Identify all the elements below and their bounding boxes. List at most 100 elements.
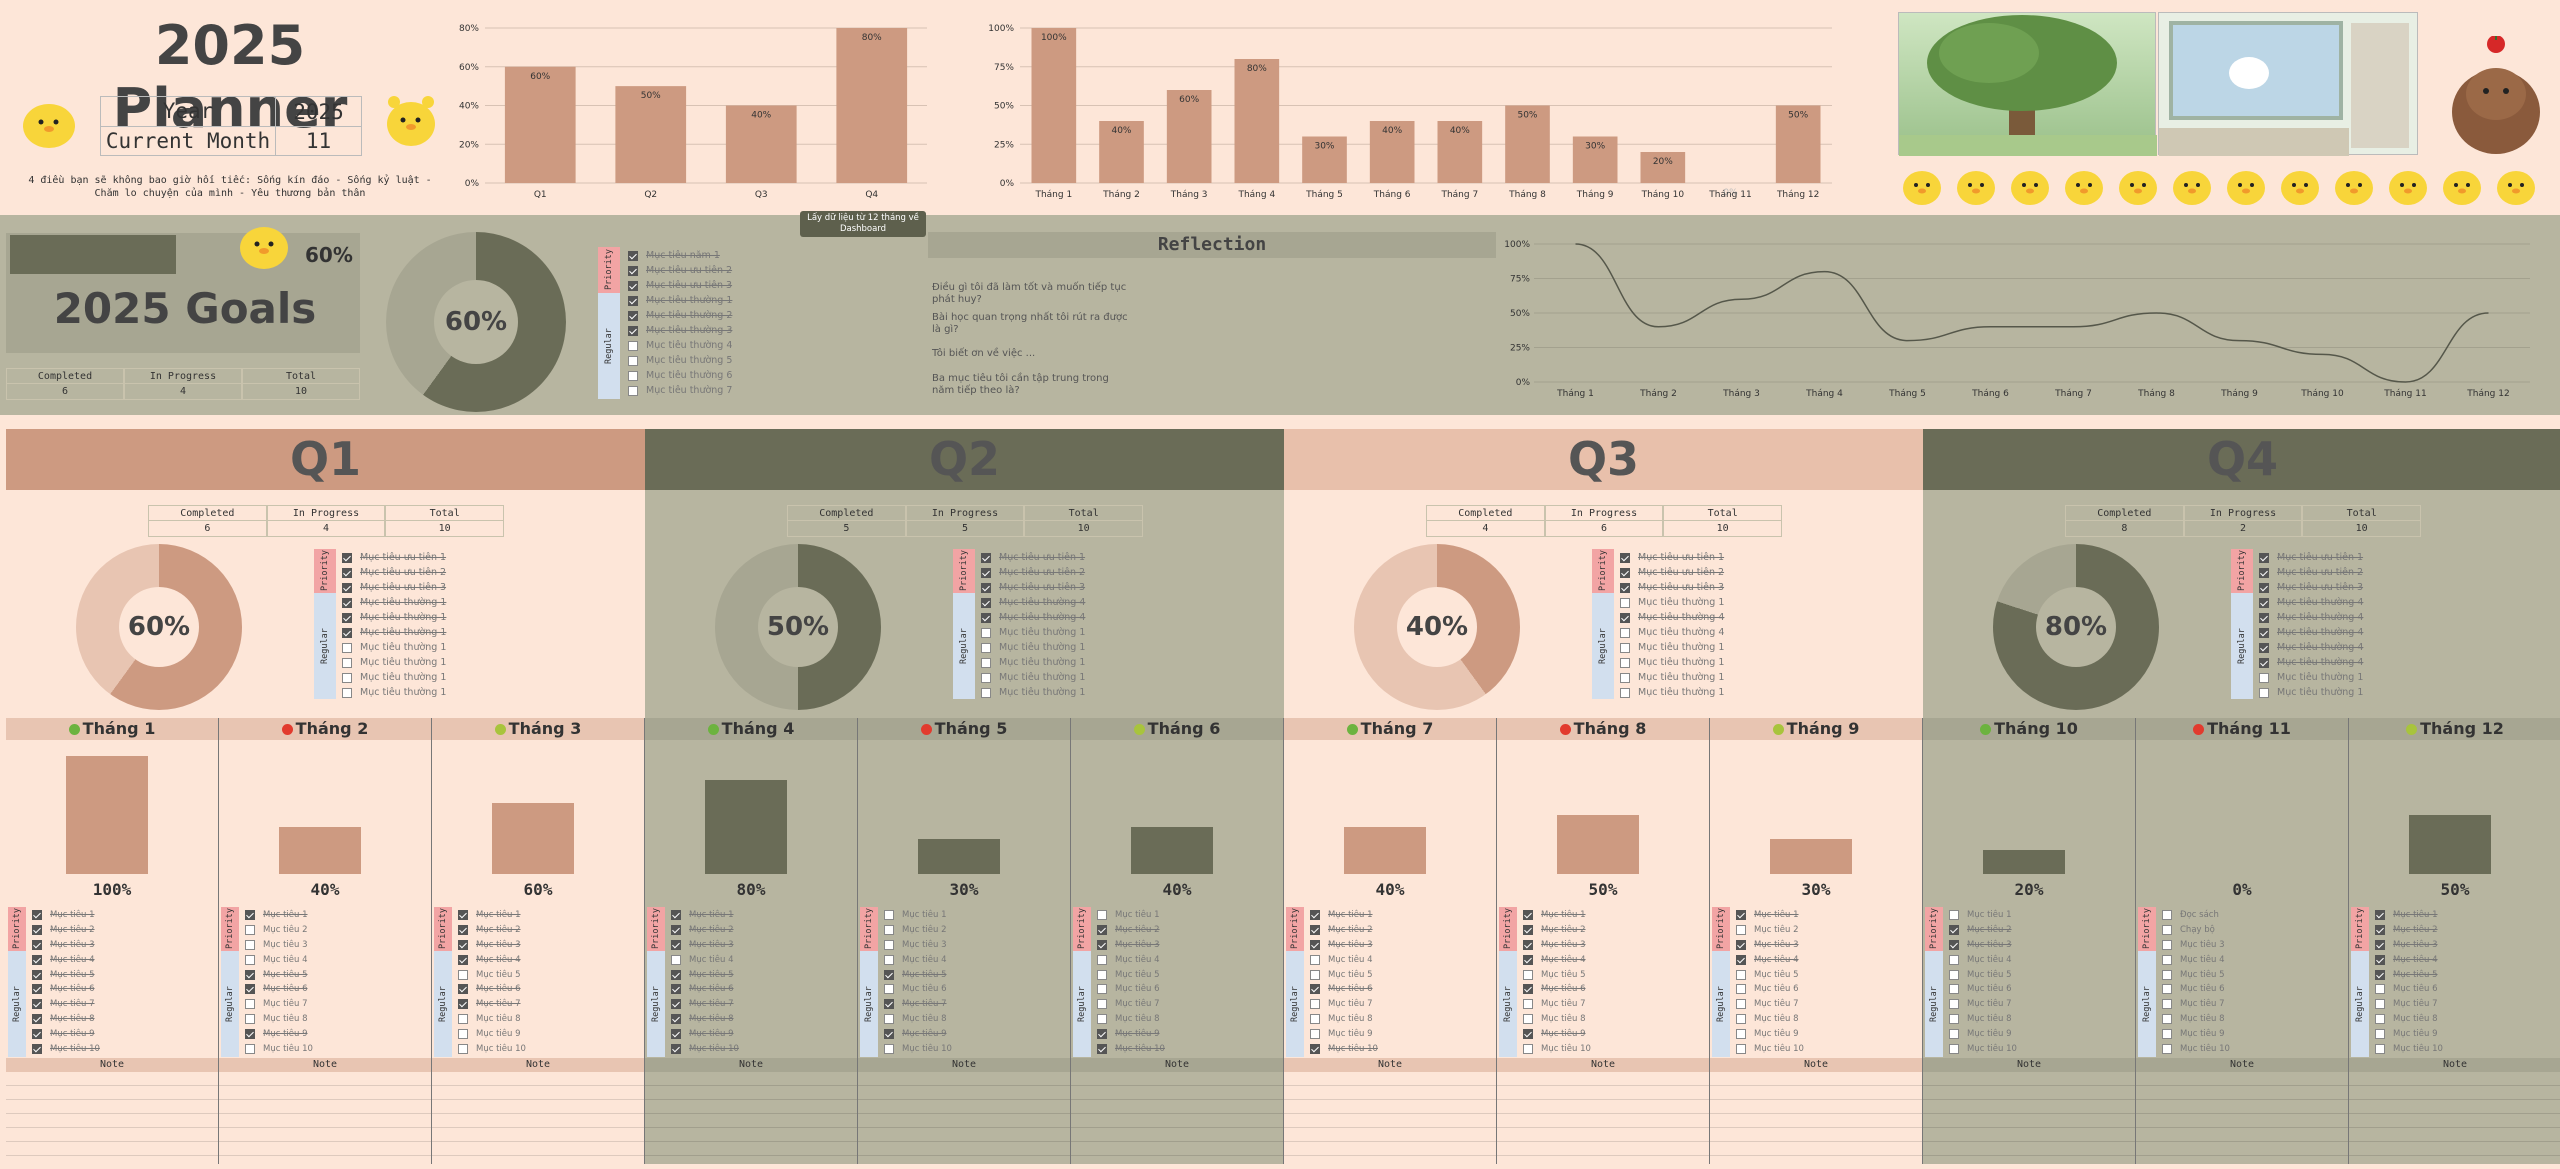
checkbox[interactable] [342, 627, 352, 638]
checkbox[interactable] [1736, 954, 1746, 965]
checkbox[interactable] [628, 310, 638, 321]
checkbox[interactable] [981, 552, 991, 563]
checklist-item[interactable]: Mục tiêu 5 [2162, 967, 2342, 982]
checklist-item[interactable]: Mục tiêu 5 [458, 967, 638, 982]
checkbox[interactable] [1310, 1043, 1320, 1054]
checklist-item[interactable]: Mục tiêu 10 [2162, 1041, 2342, 1056]
year-value[interactable]: 2025 [293, 99, 344, 124]
checkbox[interactable] [1736, 984, 1746, 995]
checklist-item[interactable]: Mục tiêu 10 [2375, 1041, 2555, 1056]
checklist-item[interactable]: Mục tiêu 8 [1310, 1012, 1490, 1027]
checkbox[interactable] [1523, 984, 1533, 995]
checkbox[interactable] [1523, 969, 1533, 980]
checklist-item[interactable]: Mục tiêu thường 4 [2259, 610, 2539, 625]
checklist-item[interactable]: Mục tiêu 5 [2375, 967, 2555, 982]
checkbox[interactable] [884, 999, 894, 1010]
checkbox[interactable] [1620, 687, 1630, 698]
checkbox[interactable] [2375, 1043, 2385, 1054]
checkbox[interactable] [671, 954, 681, 965]
checklist-item[interactable]: Mục tiêu 1 [1736, 908, 1916, 923]
checkbox[interactable] [1949, 939, 1959, 950]
checkbox[interactable] [671, 969, 681, 980]
checklist-item[interactable]: Mục tiêu ưu tiên 3 [342, 580, 622, 595]
checklist-item[interactable]: Mục tiêu thường 4 [981, 595, 1261, 610]
checklist-item[interactable]: Mục tiêu 7 [1097, 997, 1277, 1012]
checkbox[interactable] [1523, 1013, 1533, 1024]
checkbox[interactable] [342, 657, 352, 668]
checklist-item[interactable]: Mục tiêu 9 [32, 1026, 212, 1041]
checklist-item[interactable]: Mục tiêu 4 [458, 952, 638, 967]
checklist-item[interactable]: Mục tiêu thường 1 [981, 625, 1261, 640]
checkbox[interactable] [32, 939, 42, 950]
checkbox[interactable] [245, 984, 255, 995]
checklist-item[interactable]: Mục tiêu 7 [245, 997, 425, 1012]
checkbox[interactable] [1620, 567, 1630, 578]
checkbox[interactable] [884, 1028, 894, 1039]
checklist-item[interactable]: Mục tiêu thường 1 [342, 640, 622, 655]
checkbox[interactable] [2162, 969, 2172, 980]
checkbox[interactable] [628, 280, 638, 291]
checklist-item[interactable]: Mục tiêu 5 [1097, 967, 1277, 982]
checkbox[interactable] [1097, 999, 1107, 1010]
note-lines[interactable] [219, 1072, 431, 1164]
checklist-item[interactable]: Mục tiêu 6 [884, 982, 1064, 997]
checklist-item[interactable]: Mục tiêu 10 [1949, 1041, 2129, 1056]
checkbox[interactable] [458, 1013, 468, 1024]
checkbox[interactable] [1949, 984, 1959, 995]
checklist-item[interactable]: Mục tiêu 5 [884, 967, 1064, 982]
checklist-item[interactable]: Mục tiêu 9 [671, 1026, 851, 1041]
checkbox[interactable] [981, 642, 991, 653]
checklist-item[interactable]: Mục tiêu thường 2 [628, 308, 928, 323]
checkbox[interactable] [245, 910, 255, 921]
checkbox[interactable] [981, 567, 991, 578]
checklist-item[interactable]: Mục tiêu 6 [32, 982, 212, 997]
checklist-item[interactable]: Mục tiêu 3 [1310, 938, 1490, 953]
checklist-item[interactable]: Mục tiêu 5 [671, 967, 851, 982]
checklist-item[interactable]: Mục tiêu 1 [245, 908, 425, 923]
checkbox[interactable] [671, 1028, 681, 1039]
checklist-item[interactable]: Mục tiêu 2 [884, 923, 1064, 938]
checklist-item[interactable]: Mục tiêu 1 [1310, 908, 1490, 923]
checkbox[interactable] [1523, 1043, 1533, 1054]
checklist-item[interactable]: Mục tiêu 8 [2162, 1012, 2342, 1027]
checklist-item[interactable]: Mục tiêu thường 1 [1620, 595, 1900, 610]
checklist-item[interactable]: Mục tiêu ưu tiên 2 [1620, 565, 1900, 580]
checklist-item[interactable]: Mục tiêu 3 [1097, 938, 1277, 953]
checkbox[interactable] [2162, 954, 2172, 965]
checklist-item[interactable]: Mục tiêu 8 [32, 1012, 212, 1027]
checkbox[interactable] [2375, 925, 2385, 936]
checklist-item[interactable]: Mục tiêu thường 1 [1620, 670, 1900, 685]
checkbox[interactable] [1310, 939, 1320, 950]
checkbox[interactable] [1523, 1028, 1533, 1039]
dashboard-sync-button[interactable]: Lấy dữ liệu từ 12 tháng về Dashboard [800, 211, 926, 237]
checkbox[interactable] [245, 1043, 255, 1054]
checkbox[interactable] [981, 582, 991, 593]
checklist-item[interactable]: Mục tiêu 1 [1523, 908, 1703, 923]
checkbox[interactable] [884, 1013, 894, 1024]
note-lines[interactable] [432, 1072, 644, 1164]
checklist-item[interactable]: Mục tiêu ưu tiên 3 [1620, 580, 1900, 595]
checklist-item[interactable]: Mục tiêu 8 [245, 1012, 425, 1027]
checkbox[interactable] [1949, 1043, 1959, 1054]
checklist-item[interactable]: Mục tiêu 9 [1310, 1026, 1490, 1041]
checklist-item[interactable]: Mục tiêu ưu tiên 2 [981, 565, 1261, 580]
checkbox[interactable] [32, 1043, 42, 1054]
checkbox[interactable] [1736, 1013, 1746, 1024]
checkbox[interactable] [2375, 1028, 2385, 1039]
checkbox[interactable] [458, 939, 468, 950]
note-lines[interactable] [1071, 1072, 1283, 1164]
checkbox[interactable] [628, 295, 638, 306]
checkbox[interactable] [32, 984, 42, 995]
checklist-item[interactable]: Mục tiêu 4 [1523, 952, 1703, 967]
checklist-item[interactable]: Mục tiêu 10 [884, 1041, 1064, 1056]
checklist-item[interactable]: Mục tiêu 3 [245, 938, 425, 953]
checklist-item[interactable]: Mục tiêu 8 [2375, 1012, 2555, 1027]
checklist-item[interactable]: Mục tiêu 7 [1310, 997, 1490, 1012]
checkbox[interactable] [245, 954, 255, 965]
checklist-item[interactable]: Mục tiêu 2 [245, 923, 425, 938]
checklist-item[interactable]: Mục tiêu 3 [2375, 938, 2555, 953]
checkbox[interactable] [1949, 1028, 1959, 1039]
checklist-item[interactable]: Mục tiêu 3 [1523, 938, 1703, 953]
checklist-item[interactable]: Mục tiêu 7 [2162, 997, 2342, 1012]
checklist-item[interactable]: Mục tiêu 5 [245, 967, 425, 982]
